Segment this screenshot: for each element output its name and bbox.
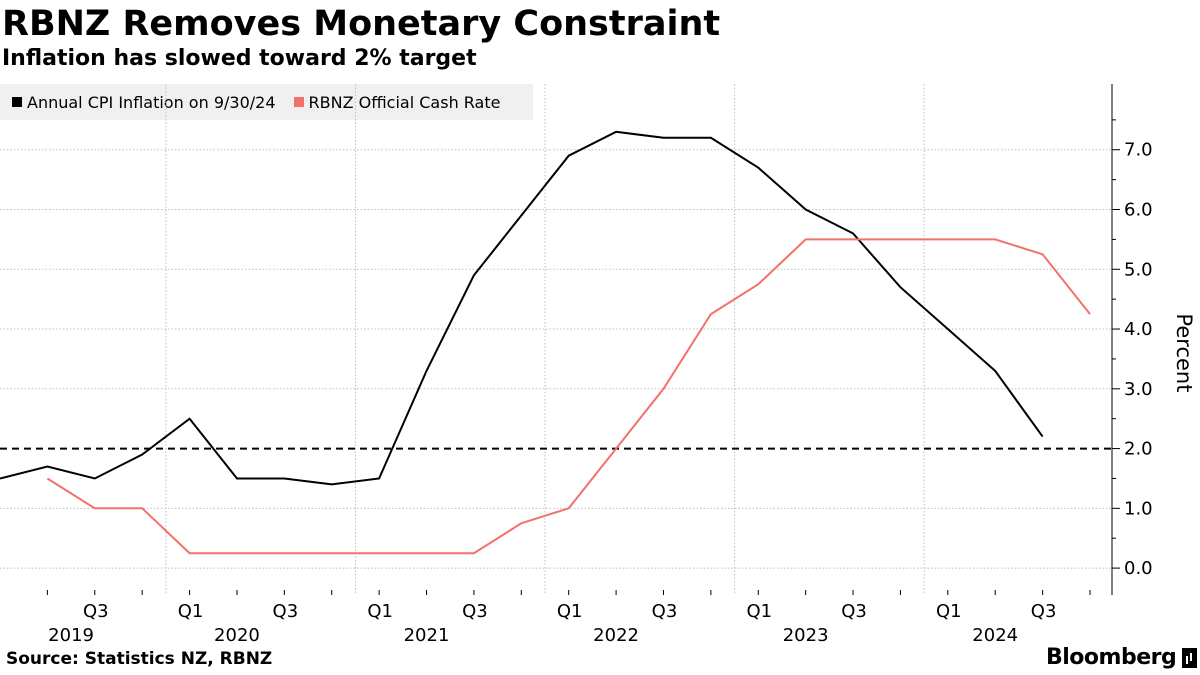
y-tick-label: 4.0 (1124, 319, 1153, 340)
legend: Annual CPI Inflation on 9/30/24 RBNZ Off… (0, 84, 533, 120)
legend-swatch-cpi (12, 97, 22, 107)
x-tick-label-quarter: Q3 (83, 601, 109, 622)
y-tick-label: 2.0 (1124, 439, 1153, 460)
chart-title: RBNZ Removes Monetary Constraint (2, 4, 721, 44)
x-tick-label-quarter: Q3 (273, 601, 299, 622)
legend-item-ocr: RBNZ Official Cash Rate (293, 92, 501, 112)
legend-label-ocr: RBNZ Official Cash Rate (308, 92, 501, 112)
x-tick-label-year: 2019 (48, 625, 94, 646)
x-tick-label-quarter: Q3 (462, 601, 488, 622)
legend-label-cpi: Annual CPI Inflation on 9/30/24 (27, 92, 276, 112)
x-tick-label-quarter: Q1 (746, 601, 772, 622)
x-tick-label-quarter: Q3 (841, 601, 867, 622)
series-group (0, 130, 1112, 555)
brand-logo: Bloomberg (1046, 645, 1198, 670)
x-tick-label-quarter: Q1 (936, 601, 962, 622)
x-tick-label-quarter: Q3 (652, 601, 678, 622)
y-tick-label: 0.0 (1124, 558, 1153, 579)
x-tick-label-year: 2020 (214, 625, 260, 646)
legend-swatch-ocr (293, 97, 304, 107)
axes (46, 84, 1120, 595)
y-tick-label: 6.0 (1124, 200, 1153, 221)
x-tick-label-quarter: Q3 (1031, 601, 1057, 622)
x-tick-label-quarter: Q1 (367, 601, 393, 622)
x-tick-label-quarter: Q1 (178, 601, 204, 622)
x-tick-label-quarter: Q1 (557, 601, 583, 622)
brand-name: Bloomberg (1046, 645, 1177, 670)
y-tick-label: 3.0 (1124, 379, 1153, 400)
source-note: Source: Statistics NZ, RBNZ (6, 649, 273, 669)
x-tick-label-year: 2023 (783, 625, 829, 646)
cpi-line (0, 130, 1044, 486)
x-tick-label-year: 2024 (972, 625, 1018, 646)
chart-subtitle: Inflation has slowed toward 2% target (2, 46, 477, 71)
y-axis-title: Percent (1172, 313, 1196, 392)
x-tick-label-year: 2022 (593, 625, 639, 646)
ocr-line (46, 238, 1091, 555)
y-tick-label: 5.0 (1124, 259, 1153, 280)
grid (0, 84, 1112, 595)
legend-item-cpi: Annual CPI Inflation on 9/30/24 (12, 93, 276, 112)
axis-labels: 0.0 1.0 2.0 3.0 4.0 5.0 6.0 7.0 Percent Q3 Q1 Q3 Q1 Q… (48, 140, 1196, 646)
y-tick-label: 7.0 (1124, 140, 1153, 161)
y-tick-label: 1.0 (1124, 498, 1153, 519)
x-tick-label-year: 2021 (404, 625, 450, 646)
terminal-icon (1182, 647, 1198, 668)
